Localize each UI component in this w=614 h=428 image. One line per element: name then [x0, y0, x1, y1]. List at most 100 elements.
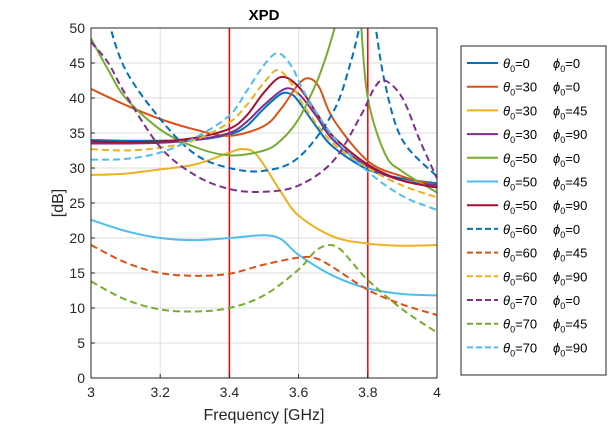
- legend-theta-symbol: θ: [503, 317, 510, 332]
- legend-theta-value: =60: [515, 222, 537, 237]
- series-line-7: [91, 75, 437, 189]
- series-group: [91, 28, 437, 334]
- x-axis-ticks: 3 3.2 3.4 3.6 3.8 4: [87, 374, 441, 400]
- legend-phi-symbol: ϕ: [553, 56, 560, 71]
- y-tick-label: 20: [69, 230, 85, 246]
- legend-phi-value: =45: [565, 317, 587, 332]
- y-tick-label: 5: [77, 335, 85, 351]
- y-axis-ticks: 0 5 10 15 20 25 30 35 40 45 50: [69, 20, 95, 386]
- legend-entry: θ0=70 ϕ0=0: [503, 293, 580, 311]
- legend-phi-symbol: ϕ: [553, 269, 560, 284]
- series-line-4: [91, 28, 336, 157]
- series-line-6: [91, 218, 437, 297]
- x-tick-label: 3.2: [150, 384, 170, 400]
- legend-theta-value: =70: [515, 317, 537, 332]
- legend-entry: θ0=60 ϕ0=0: [503, 222, 580, 240]
- legend-subscript: 0: [560, 254, 565, 264]
- legend-phi-symbol: ϕ: [553, 340, 560, 355]
- series-line-9: [374, 28, 437, 178]
- x-tick-label: 3: [87, 384, 95, 400]
- y-tick-label: 25: [69, 195, 85, 211]
- legend-subscript: 0: [510, 183, 515, 193]
- series-line-5: [360, 28, 437, 194]
- legend-entry: θ0=70 ϕ0=90: [503, 340, 587, 358]
- legend-subscript: 0: [510, 325, 515, 335]
- legend-phi-symbol: ϕ: [553, 127, 560, 142]
- legend-subscript: 0: [510, 159, 515, 169]
- series-line-10: [91, 244, 437, 316]
- legend-entry: θ0=60 ϕ0=90: [503, 269, 587, 287]
- legend-theta-value: =50: [515, 198, 537, 213]
- legend-theta-symbol: θ: [503, 127, 510, 142]
- legend-phi-symbol: ϕ: [553, 246, 560, 261]
- legend-theta-symbol: θ: [503, 293, 510, 308]
- legend-subscript: 0: [510, 348, 515, 358]
- legend-theta-symbol: θ: [503, 269, 510, 284]
- legend-phi-value: =0: [565, 293, 580, 308]
- y-tick-label: 45: [69, 55, 85, 71]
- y-tick-label: 15: [69, 265, 85, 281]
- x-tick-label: 3.6: [289, 384, 309, 400]
- legend-phi-value: =90: [565, 198, 587, 213]
- legend-theta-value: =70: [515, 293, 537, 308]
- y-tick-label: 30: [69, 160, 85, 176]
- legend-entry: θ0=60 ϕ0=45: [503, 246, 587, 264]
- x-axis-label: Frequency [GHz]: [204, 407, 325, 424]
- legend-entry: θ0=50 ϕ0=45: [503, 175, 587, 193]
- legend-phi-symbol: ϕ: [553, 198, 560, 213]
- legend-entry: θ0=0 ϕ0=0: [503, 56, 580, 74]
- legend-subscript: 0: [510, 111, 515, 121]
- reference-lines: [228, 28, 369, 378]
- legend-theta-value: =50: [515, 175, 537, 190]
- legend-phi-symbol: ϕ: [553, 317, 560, 332]
- legend-subscript: 0: [560, 325, 565, 335]
- legend-subscript: 0: [560, 277, 565, 287]
- legend-subscript: 0: [510, 301, 515, 311]
- legend-theta-value: =50: [515, 151, 537, 166]
- chart-title: XPD: [249, 7, 280, 24]
- legend-subscript: 0: [560, 111, 565, 121]
- legend-entry: θ0=30 ϕ0=90: [503, 127, 587, 145]
- x-tick-label: 3.8: [358, 384, 378, 400]
- y-tick-label: 50: [69, 20, 85, 36]
- legend-entry: θ0=30 ϕ0=45: [503, 103, 587, 121]
- legend-entry: θ0=50 ϕ0=0: [503, 151, 580, 169]
- legend-box: [460, 45, 607, 376]
- series-line-11: [91, 69, 437, 199]
- legend-subscript: 0: [510, 88, 515, 98]
- legend-phi-value: =0: [565, 151, 580, 166]
- y-tick-label: 35: [69, 125, 85, 141]
- series-line-8: [109, 28, 361, 173]
- legend-subscript: 0: [510, 277, 515, 287]
- legend-subscript: 0: [560, 159, 565, 169]
- legend-phi-value: =0: [565, 80, 580, 95]
- legend-theta-symbol: θ: [503, 246, 510, 261]
- legend-theta-symbol: θ: [503, 151, 510, 166]
- legend-phi-symbol: ϕ: [553, 151, 560, 166]
- legend-subscript: 0: [560, 135, 565, 145]
- series-line-1: [91, 77, 437, 187]
- legend-subscript: 0: [560, 348, 565, 358]
- legend-phi-value: =45: [565, 103, 587, 118]
- legend-subscript: 0: [560, 183, 565, 193]
- legend-entry: θ0=30 ϕ0=0: [503, 80, 580, 98]
- y-tick-label: 10: [69, 300, 85, 316]
- legend-subscript: 0: [510, 135, 515, 145]
- legend-theta-symbol: θ: [503, 222, 510, 237]
- x-tick-label: 4: [433, 384, 441, 400]
- legend-theta-symbol: θ: [503, 175, 510, 190]
- legend-subscript: 0: [560, 301, 565, 311]
- series-line-13: [91, 243, 437, 334]
- legend-subscript: 0: [510, 64, 515, 74]
- series-line-2: [91, 148, 437, 247]
- legend-phi-symbol: ϕ: [553, 222, 560, 237]
- legend-phi-value: =90: [565, 127, 587, 142]
- legend-theta-value: =0: [515, 56, 530, 71]
- legend-subscript: 0: [560, 206, 565, 216]
- legend-theta-symbol: θ: [503, 80, 510, 95]
- y-tick-label: 0: [77, 370, 85, 386]
- legend-phi-symbol: ϕ: [553, 80, 560, 95]
- legend-theta-value: =30: [515, 127, 537, 142]
- series-line-12: [91, 41, 437, 194]
